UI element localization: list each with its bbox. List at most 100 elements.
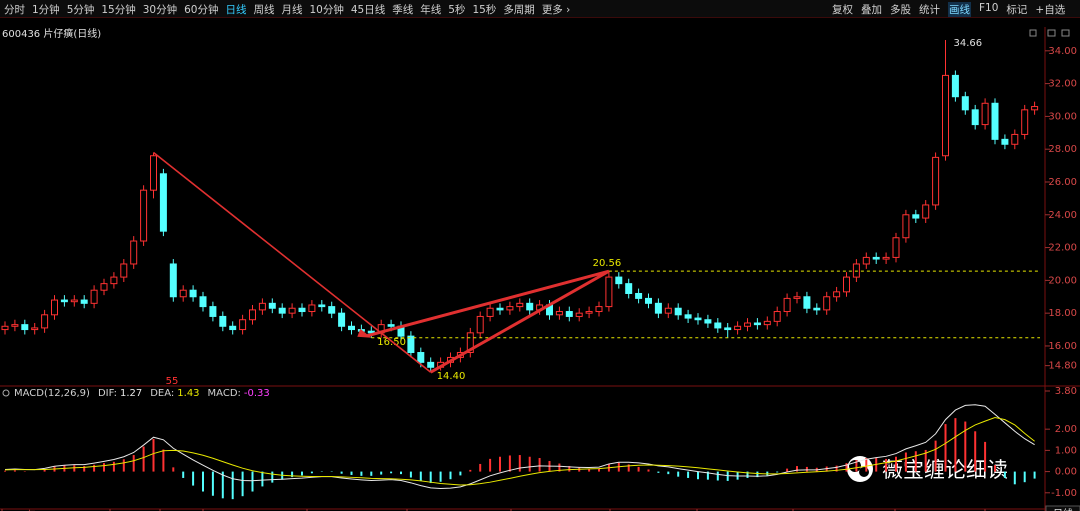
candle-body [189, 289, 197, 298]
candle-body [823, 296, 831, 311]
candle-body [496, 307, 504, 311]
price-annotation: 16.50 [377, 337, 406, 348]
candle-body [803, 296, 811, 309]
candle-body [981, 102, 989, 126]
candle-body [11, 324, 19, 327]
tab[interactable]: 季线 [392, 4, 414, 16]
candle-body [506, 306, 514, 311]
candle-body [971, 109, 979, 126]
candle-body [882, 256, 890, 260]
candle-body [209, 306, 217, 317]
candle-body [942, 74, 949, 157]
y-tick-label: 32.00 [1048, 79, 1077, 90]
candle-body [179, 289, 187, 298]
candle-body [130, 240, 138, 265]
tab[interactable]: 多股 [890, 4, 911, 16]
candle-body [951, 74, 959, 98]
legend-name: DEA: [150, 388, 174, 399]
y-tick-label: 14.80 [1048, 361, 1077, 372]
tab[interactable]: 标记 [1006, 4, 1028, 16]
candle-body [387, 324, 395, 327]
candle-body [199, 296, 207, 308]
chart-title: 600436 片仔癀(日线) [2, 27, 101, 40]
candle-body [902, 214, 910, 239]
candle-body [1, 325, 9, 331]
y-tick-label: 18.00 [1048, 308, 1077, 319]
legend-name: MACD: [208, 388, 241, 399]
candle-body [635, 292, 643, 299]
tab[interactable]: 画线 [948, 2, 971, 17]
candle-body [555, 311, 563, 316]
icon [1061, 29, 1070, 37]
tab[interactable]: 统计 [919, 4, 940, 16]
tab[interactable]: 更多 › [541, 4, 571, 16]
candle-body [625, 283, 633, 294]
candle-body [100, 283, 108, 291]
tab[interactable]: 1分钟 [32, 4, 60, 16]
candle-body [476, 315, 484, 334]
tab[interactable]: 年线 [420, 4, 442, 16]
candle-body [813, 307, 821, 311]
candle-body [219, 315, 227, 327]
candle-body [80, 299, 88, 304]
tab[interactable]: 10分钟 [309, 4, 344, 16]
candle-body [605, 276, 613, 308]
candle-body [724, 327, 732, 331]
right-icons [2, 29, 1070, 397]
tab[interactable]: 叠加 [861, 4, 882, 16]
tab[interactable]: 分时 [4, 4, 25, 16]
candle-body [41, 314, 49, 329]
tab[interactable]: 60分钟 [184, 4, 219, 16]
candle-body [90, 289, 98, 304]
candle-body [278, 307, 286, 314]
tab[interactable]: 5秒 [448, 4, 466, 16]
marker: 55 [166, 376, 179, 387]
candle-body [892, 237, 900, 258]
candle-body [753, 322, 761, 326]
tab[interactable]: F10 [979, 2, 999, 14]
candle-body [407, 335, 415, 354]
candle-body [338, 312, 346, 327]
trend-line [366, 269, 610, 374]
period-tag: 日线 [1053, 507, 1073, 511]
icon [1029, 29, 1037, 37]
tab[interactable]: 15分钟 [101, 4, 136, 16]
tab[interactable]: 5分钟 [66, 4, 95, 16]
candle-body [704, 319, 712, 324]
candle-body [308, 304, 316, 313]
candle-body [654, 302, 662, 314]
price-annotation: 14.40 [437, 371, 466, 382]
candle-body [150, 155, 157, 191]
icon [1047, 29, 1056, 37]
candle-body [140, 189, 148, 242]
indicator-title: MACD(12,26,9) [14, 388, 90, 399]
tab[interactable]: 周线 [253, 4, 275, 16]
candle-body [674, 307, 682, 316]
trend-line [153, 151, 432, 373]
legend-value: 1.43 [177, 388, 199, 399]
legend-value: 1.27 [120, 388, 142, 399]
candle-body [912, 214, 920, 219]
candle-body [258, 302, 266, 311]
candle-body [159, 173, 167, 232]
y-tick-label: 28.00 [1048, 144, 1077, 155]
tab[interactable]: 复权 [832, 4, 853, 16]
tab[interactable]: +自选 [1035, 4, 1066, 16]
chart: 600436 片仔癀(日线) 55 日线 薇宝缠论细读 2006年4567891… [0, 27, 1080, 511]
candle-body [565, 311, 573, 317]
y-tick-label: 3.80 [1055, 386, 1077, 397]
tab[interactable]: 30分钟 [142, 4, 178, 16]
x-tick-label: 2006年 [4, 509, 36, 511]
watermark-icon [859, 467, 869, 477]
candle-body [229, 325, 237, 331]
tab[interactable]: 45日线 [350, 4, 386, 16]
tab[interactable]: 月线 [281, 4, 303, 16]
candle-body [843, 276, 850, 293]
tool-tabs: 复权 叠加 多股 统计 画线 F10 标记 +自选 [832, 2, 1065, 17]
y-tick-label: 26.00 [1048, 177, 1077, 188]
tab[interactable]: 日线 [225, 4, 247, 16]
price-annotation: 20.56 [593, 258, 622, 269]
watermark: 薇宝缠论细读 [847, 456, 1008, 482]
tab[interactable]: 15秒 [472, 4, 497, 16]
tab[interactable]: 多周期 [503, 4, 535, 16]
